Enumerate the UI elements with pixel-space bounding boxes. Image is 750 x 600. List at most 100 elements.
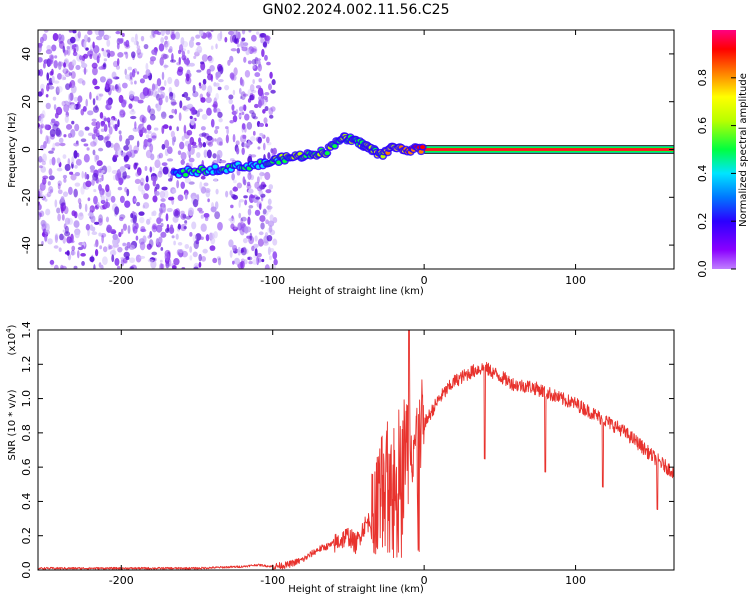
signal-blob: [418, 149, 424, 154]
spectrogram-noise-blob: [43, 30, 49, 33]
spectrogram-noise-blob: [249, 232, 253, 241]
spectrogram-noise-blob: [184, 192, 188, 200]
spectrogram-noise-blob: [247, 188, 254, 194]
spectrogram-noise-blob: [108, 50, 115, 57]
spectrogram-noise-blob: [103, 117, 108, 122]
spectrogram-noise-blob: [132, 96, 140, 102]
spectrogram-noise-blob: [255, 31, 260, 35]
spectrogram-noise-blob: [153, 127, 159, 131]
spectrogram-noise-blob: [185, 72, 190, 82]
spectrogram-noise-blob: [57, 183, 61, 190]
spectrogram-noise-blob: [145, 175, 149, 183]
svg-text:(x104): (x104): [5, 324, 18, 355]
spectrogram-noise-blob: [183, 225, 187, 230]
spectrogram-noise-blob: [123, 251, 130, 258]
spectrogram-noise-blob: [259, 172, 265, 177]
spectrogram-noise-blob: [200, 175, 206, 180]
spectrogram-noise-blob: [171, 265, 177, 269]
signal-band-core: [424, 148, 674, 151]
spectrogram-noise-blob: [177, 223, 181, 230]
spectrogram-noise-blob: [64, 70, 71, 78]
spectrogram-noise-blob: [112, 245, 116, 255]
snr-y-tick-label: 0.2: [20, 527, 33, 545]
spectrogram-noise-blob: [85, 180, 92, 188]
spectrogram-noise-blob: [198, 261, 202, 268]
spectrogram-noise-blob: [66, 45, 71, 50]
spectrogram-noise-blob: [195, 233, 202, 241]
spectrogram-noise-blob: [44, 233, 48, 242]
spectrogram-noise-blob: [183, 91, 189, 98]
spectrogram-noise-blob: [213, 97, 218, 106]
spectrogram-noise-blob: [264, 35, 271, 42]
spectrogram-noise-blob: [183, 58, 191, 65]
spectrogram-noise-blob: [77, 78, 84, 84]
spectrogram-noise-blob: [218, 118, 223, 123]
spectrogram-noise-blob: [74, 229, 80, 239]
snr-y-tick-label: 1.0: [20, 390, 33, 408]
spectrogram-noise-blob: [270, 106, 276, 112]
spectrogram-noise-blob: [193, 240, 199, 250]
spectrogram-noise-blob: [91, 118, 97, 122]
spectrogram-noise-blob: [253, 243, 259, 249]
spectrogram-noise-blob: [239, 96, 243, 100]
spectrogram-noise-blob: [185, 96, 191, 101]
spectrogram-noise-blob: [201, 83, 207, 91]
spectrogram-noise-blob: [44, 124, 49, 130]
spectrogram-noise-blob: [64, 115, 69, 124]
spectrogram-noise-blob: [70, 249, 75, 256]
spectrogram-noise-blob: [160, 231, 167, 238]
spectrogram-noise-blob: [71, 210, 76, 217]
spectrogram-noise-blob: [70, 173, 77, 181]
spectrogram-noise-blob: [87, 212, 94, 217]
spectrogram-noise-blob: [62, 154, 67, 159]
spectrogram-noise-blob: [39, 128, 43, 135]
signal-blob: [212, 164, 218, 169]
spectrogram-noise-blob: [187, 143, 192, 152]
colorbar: 0.0 0.2 0.4 0.6 0.8 Normalized spectral ampl…: [696, 30, 749, 278]
spectrogram-noise-blob: [49, 71, 54, 76]
spectrogram-noise-blob: [96, 93, 102, 101]
spectrogram-noise-blob: [187, 49, 190, 55]
spectrogram-noise-blob: [249, 110, 255, 114]
spectrogram-noise-blob: [83, 40, 87, 49]
spectrogram-noise-blob: [91, 62, 98, 69]
spectrogram-noise-blob: [141, 117, 145, 126]
spectrogram-x-tick-label: 100: [565, 274, 586, 287]
spectrogram-noise-blob: [144, 165, 148, 172]
spectrogram-noise-blob: [98, 147, 104, 152]
spectrogram-noise-blob: [124, 68, 127, 76]
spectrogram-noise-blob: [142, 205, 146, 209]
spectrogram-noise-blob: [199, 181, 203, 190]
spectrogram-noise-blob: [257, 146, 261, 150]
spectrogram-noise-blob: [98, 66, 104, 70]
spectrogram-noise-blob: [105, 99, 112, 106]
spectrogram-noise-blob: [192, 251, 198, 258]
spectrogram-noise-blob: [177, 66, 184, 73]
spectrogram-noise-blob: [101, 234, 104, 244]
spectrogram-noise-blob: [54, 142, 61, 147]
spectrogram-noise-blob: [110, 230, 117, 235]
spectrogram-noise-blob: [98, 93, 104, 97]
spectrogram-noise-blob: [163, 189, 169, 199]
spectrogram-noise-blob: [178, 56, 181, 65]
spectrogram-noise-blob: [160, 222, 164, 228]
spectrogram-noise-blob: [71, 44, 75, 50]
spectrogram-noise-blob: [161, 143, 166, 150]
spectrogram-noise-blob: [69, 92, 74, 102]
spectrogram-noise-blob: [147, 88, 154, 96]
spectrogram-noise-blob: [123, 154, 129, 162]
spectrogram-noise-blob: [250, 89, 257, 94]
spectrogram-noise-blob: [118, 216, 124, 222]
spectrogram-noise-blob: [95, 104, 98, 111]
spectrogram-noise-blob: [260, 37, 265, 44]
spectrogram-noise-blob: [246, 121, 253, 130]
spectrogram-noise-blob: [266, 61, 271, 66]
spectrogram-noise-blob: [257, 136, 262, 144]
spectrogram-noise-blob: [60, 265, 67, 269]
spectrogram-noise-blob: [180, 181, 186, 189]
spectrogram-noise-blob: [232, 115, 238, 123]
spectrogram-noise-blob: [248, 30, 252, 33]
spectrogram-noise-blob: [103, 124, 108, 132]
spectrogram-noise-blob: [218, 79, 224, 83]
spectrogram-noise-blob: [166, 158, 174, 162]
